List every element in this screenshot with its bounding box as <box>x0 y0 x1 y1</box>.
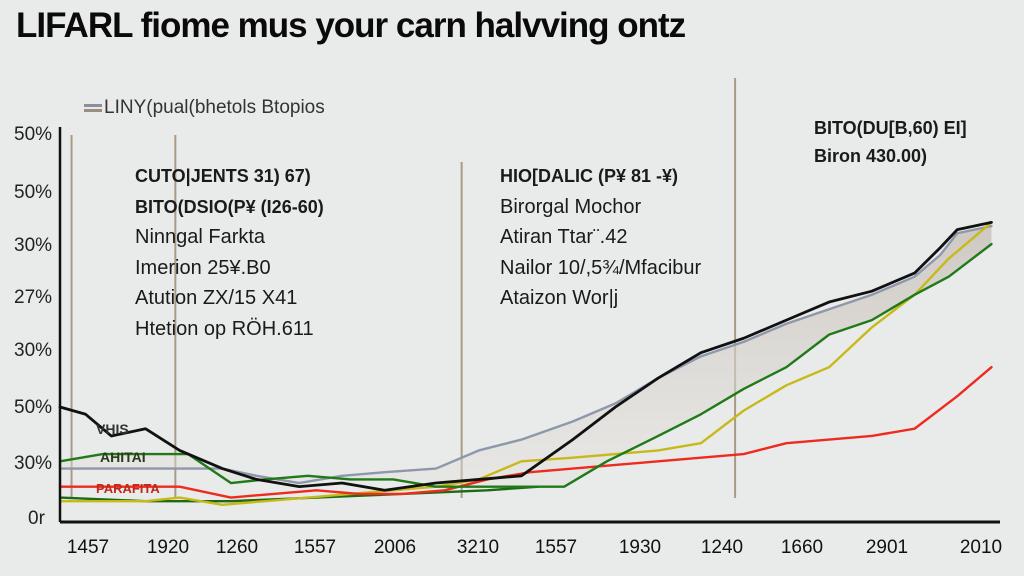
annotation-line: Ataizon Wor|j <box>500 287 619 309</box>
y-tick-label: 50% <box>14 182 53 203</box>
chart-title: LIFARL fiome mus your carn halvving ontz <box>16 6 686 45</box>
series-line-green <box>58 242 993 488</box>
shaded-band <box>60 226 992 487</box>
inline-label: VHIS <box>96 421 129 437</box>
x-tick-label: 2006 <box>373 537 417 558</box>
y-tick-label: 30% <box>14 453 53 474</box>
legend-swatch-icon <box>84 104 102 112</box>
y-tick-label: 0r <box>28 508 45 529</box>
annotation-line: BITO(DU[B,60) EI] <box>814 118 967 138</box>
annotation-line: Atiran Ttar¨.42 <box>500 226 628 248</box>
series-line-grey-band <box>58 224 993 485</box>
annotation-line: BITO(DSIO(P¥ (I26-60) <box>135 196 324 217</box>
annotation-line: CUTO|JENTS 31) 67) <box>135 166 311 186</box>
x-tick-label: 1457 <box>66 537 110 558</box>
y-tick-label: 50% <box>14 124 53 145</box>
annotation-block-2: HIO[DALIC (P¥ 81 -¥) Birorgal Mochor Ati… <box>500 161 701 314</box>
x-tick-label: 3210 <box>456 537 500 558</box>
x-tick-label: 2010 <box>959 537 1003 558</box>
x-tick-label: 1240 <box>700 537 744 558</box>
annotation-line: Htetion op RÖH.611 <box>135 317 314 340</box>
annotation-line: Ninngal Farkta <box>135 226 266 248</box>
x-tick-label: 2901 <box>865 537 909 558</box>
y-tick-label: 30% <box>14 340 53 361</box>
annotation-line: Nailor 10/,5¾/Mfacibur <box>500 256 702 279</box>
legend-label: LINY(pual(bhetols Btopios <box>104 97 325 118</box>
x-tick-label: 1920 <box>146 537 190 558</box>
annotation-line: Biron 430.00) <box>814 146 928 166</box>
x-tick-label: 1260 <box>215 537 259 558</box>
annotation-block-3: BITO(DU[B,60) EI] Biron 430.00) <box>814 114 967 170</box>
legend: LINY(pual(bhetols Btopios <box>84 97 325 119</box>
x-tick-label: 1660 <box>780 537 824 558</box>
annotation-line: HIO[DALIC (P¥ 81 -¥) <box>500 166 679 186</box>
series-line-red <box>58 366 993 499</box>
annotation-line: Imerion 25¥.B0 <box>135 256 271 279</box>
x-tick-label: 1557 <box>293 537 337 558</box>
series-line-black <box>58 220 993 492</box>
inline-label: PARAFITA <box>96 481 160 496</box>
x-tick-label: 1930 <box>618 537 662 558</box>
series-line-yellow <box>58 221 993 506</box>
y-tick-label: 50% <box>14 397 53 418</box>
annotation-block-1: CUTO|JENTS 31) 67) BITO(DSIO(P¥ (I26-60)… <box>135 161 324 344</box>
y-tick-label: 30% <box>14 235 53 256</box>
annotation-line: Atution ZX/15 X41 <box>135 287 298 309</box>
annotation-line: Birorgal Mochor <box>500 195 642 218</box>
x-tick-label: 1557 <box>534 537 578 558</box>
y-tick-label: 27% <box>14 287 53 308</box>
inline-label: AHITAI <box>100 449 146 465</box>
